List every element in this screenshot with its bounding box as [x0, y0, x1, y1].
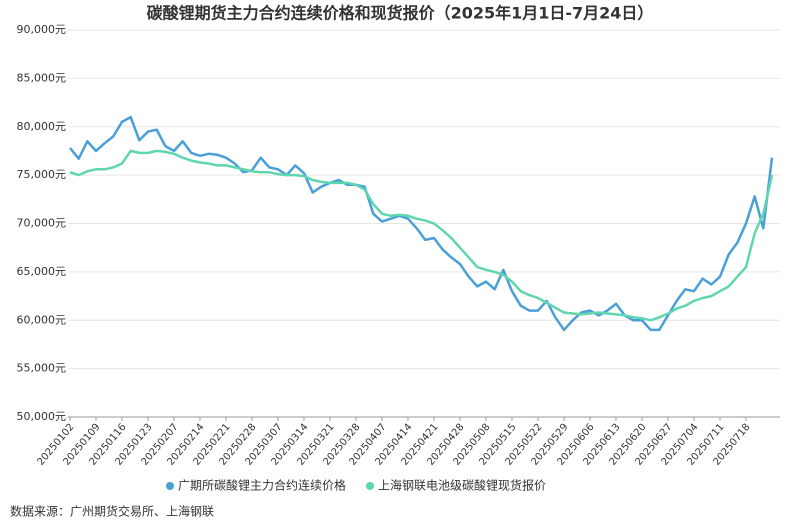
y-tick-label: 50,000元: [17, 410, 67, 423]
source-note: 数据来源：广州期货交易所、上海钢联: [10, 504, 214, 519]
chart-title: 碳酸锂期货主力合约连续价格和现货报价（2025年1月1日-7月24日）: [147, 4, 654, 23]
y-tick-label: 70,000元: [17, 217, 67, 230]
legend-label: 广期所碳酸锂主力合约连续价格: [178, 478, 346, 493]
y-tick-label: 55,000元: [17, 362, 67, 375]
y-tick-label: 60,000元: [17, 313, 67, 326]
legend-label: 上海钢联电池级碳酸锂现货报价: [378, 478, 546, 493]
y-tick-label: 90,000元: [17, 23, 67, 36]
series-line: [69, 149, 774, 322]
series-line: [69, 115, 774, 332]
y-tick-label: 75,000元: [17, 168, 67, 181]
legend-swatch: [166, 482, 174, 490]
y-tick-label: 65,000元: [17, 265, 67, 278]
legend-swatch: [366, 482, 375, 490]
y-tick-label: 85,000元: [17, 71, 67, 84]
y-tick-label: 80,000元: [17, 120, 67, 133]
